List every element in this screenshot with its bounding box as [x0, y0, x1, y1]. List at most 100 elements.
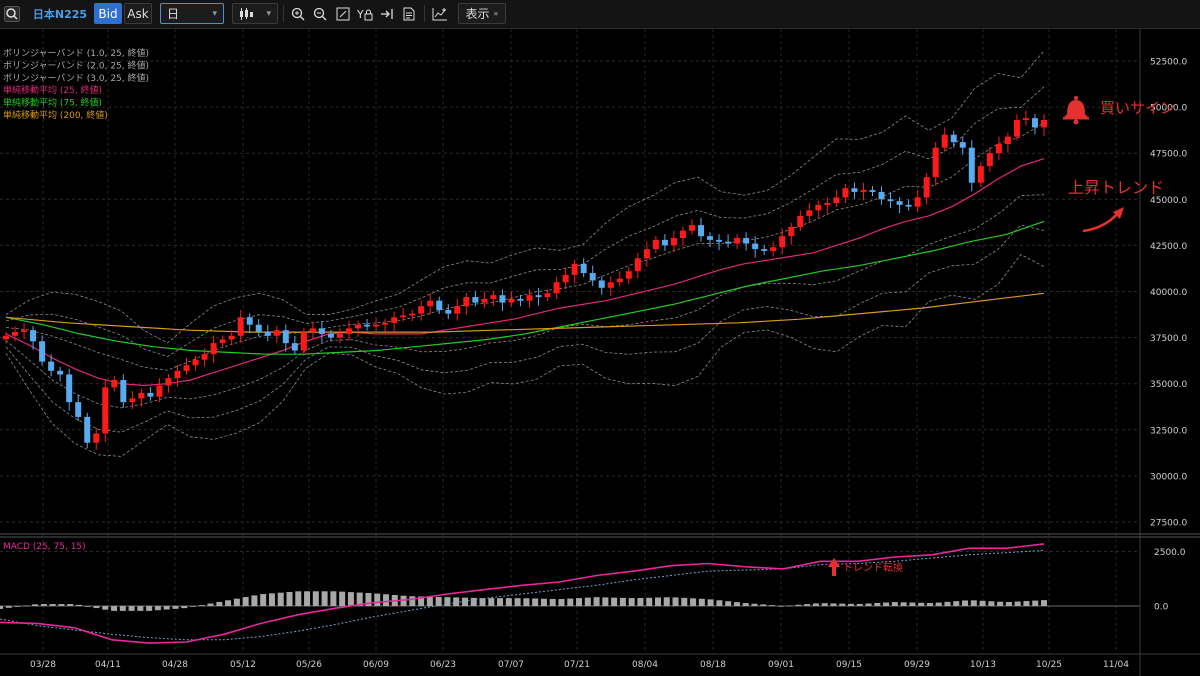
macd-histogram-bar — [742, 603, 749, 606]
scroll-to-end-button[interactable] — [377, 3, 397, 24]
candle — [228, 330, 235, 345]
bollinger-band-2-lower — [5, 224, 1045, 433]
arrow-up-icon — [828, 558, 840, 576]
candle — [734, 233, 741, 250]
candle — [698, 217, 705, 242]
macd-histogram-bar — [953, 601, 960, 606]
macd-histogram-bar — [821, 603, 828, 606]
macd-histogram-bar — [523, 598, 530, 606]
macd-histogram-bar — [128, 606, 135, 611]
macd-histogram-bar — [23, 605, 30, 607]
notes-button[interactable] — [399, 3, 419, 24]
document-icon — [403, 7, 415, 20]
macd-histogram-bar — [339, 591, 346, 606]
macd-histogram-bar — [795, 604, 802, 606]
candle — [670, 230, 677, 253]
zoom-out-button[interactable] — [310, 3, 330, 24]
ma25-line — [5, 158, 1045, 387]
macd-histogram-bar — [549, 598, 556, 606]
svg-text:Y: Y — [357, 8, 364, 21]
x-tick-label: 05/26 — [296, 660, 322, 670]
x-tick-label: 04/28 — [162, 660, 188, 670]
candle — [147, 387, 154, 401]
macd-histogram-bar — [137, 606, 144, 611]
macd-histogram-bar — [1014, 601, 1021, 606]
macd-histogram-bar — [435, 596, 442, 606]
candle — [896, 197, 903, 214]
candle — [192, 355, 199, 371]
macd-histogram-bar — [111, 606, 118, 611]
y-tick-label: 35000.0 — [1150, 380, 1187, 390]
macd-line — [0, 543, 1045, 644]
candle — [436, 296, 443, 314]
candle — [3, 331, 9, 344]
macd-histogram-bar — [225, 600, 232, 606]
macd-histogram-bar — [154, 606, 161, 611]
candle — [517, 294, 524, 307]
candle — [48, 354, 55, 377]
divider — [424, 5, 425, 22]
macd-histogram-bar — [277, 592, 284, 606]
indicators-button[interactable] — [430, 3, 450, 24]
x-tick-label: 06/23 — [430, 660, 456, 670]
candle — [977, 162, 984, 187]
bid-button[interactable]: Bid — [94, 3, 122, 24]
candle — [490, 291, 497, 306]
macd-histogram-bar — [690, 598, 697, 606]
macd-histogram-bar — [865, 603, 872, 606]
candle — [30, 326, 37, 350]
search-button[interactable] — [2, 3, 22, 24]
ma200-line — [5, 292, 1045, 333]
candle — [842, 184, 849, 203]
chart-area[interactable]: 52500.0 50000.0 47500.0 45000.0 42500.0 40000… — [0, 29, 1200, 676]
candle — [508, 291, 515, 307]
candle — [743, 232, 750, 251]
macd-histogram-bar — [330, 591, 337, 606]
candle — [255, 318, 262, 337]
symbol-label[interactable]: 日本N225 — [32, 7, 88, 21]
axes — [0, 29, 1200, 676]
candle — [535, 287, 542, 306]
macd-histogram-bar — [663, 597, 670, 606]
display-menu-button[interactable]: 表示 » — [458, 3, 506, 24]
macd-histogram-bar — [786, 605, 793, 607]
candle — [887, 191, 894, 209]
candle — [129, 391, 136, 410]
macd-histogram-bar — [733, 602, 740, 606]
zoom-in-button[interactable] — [288, 3, 308, 24]
buy-sign-label: 買いサイン — [1100, 99, 1175, 117]
macd-histogram-bar — [593, 597, 600, 606]
macd-histogram-bar — [32, 604, 39, 606]
x-tick-label: 09/15 — [836, 660, 862, 670]
macd-histogram-bar — [461, 597, 468, 606]
macd-histogram-bar — [584, 597, 591, 606]
divider — [283, 5, 284, 22]
timeframe-value: 日 — [167, 7, 180, 21]
uptrend-label: 上昇トレンド — [1068, 178, 1164, 197]
candle — [914, 190, 921, 213]
macd-histogram-bar — [812, 603, 819, 606]
timeframe-select[interactable]: 日 ▾ — [160, 3, 224, 24]
indicator-legend: ボリンジャーバンド (1.0, 25, 終値)ボリンジャーバンド (2.0, 2… — [3, 47, 149, 121]
chevron-down-icon: ▾ — [212, 8, 217, 19]
macd-histogram-bar — [637, 597, 644, 606]
macd-histogram-bar — [102, 606, 109, 610]
macd-histogram-bar — [883, 602, 890, 606]
macd-histogram-bar — [926, 602, 933, 606]
macd-histogram-bar — [830, 603, 837, 606]
ask-button[interactable]: Ask — [124, 3, 152, 24]
candle — [174, 365, 181, 387]
macd-histogram-bar — [479, 598, 486, 606]
candle — [788, 222, 795, 245]
candle — [165, 374, 172, 393]
chart-type-select[interactable]: ▾ — [232, 3, 278, 24]
candle — [923, 173, 930, 205]
macd-histogram-bar — [497, 598, 504, 606]
macd-histogram-bar — [347, 592, 354, 606]
fit-button[interactable] — [333, 3, 353, 24]
price-scale-button[interactable]: Y — [355, 3, 375, 24]
x-tick-label: 07/07 — [498, 660, 524, 670]
macd-histogram-bar — [14, 606, 21, 607]
macd-y-axis-ticks: 2500.0 0.0 — [1154, 548, 1186, 613]
candle — [391, 311, 398, 332]
